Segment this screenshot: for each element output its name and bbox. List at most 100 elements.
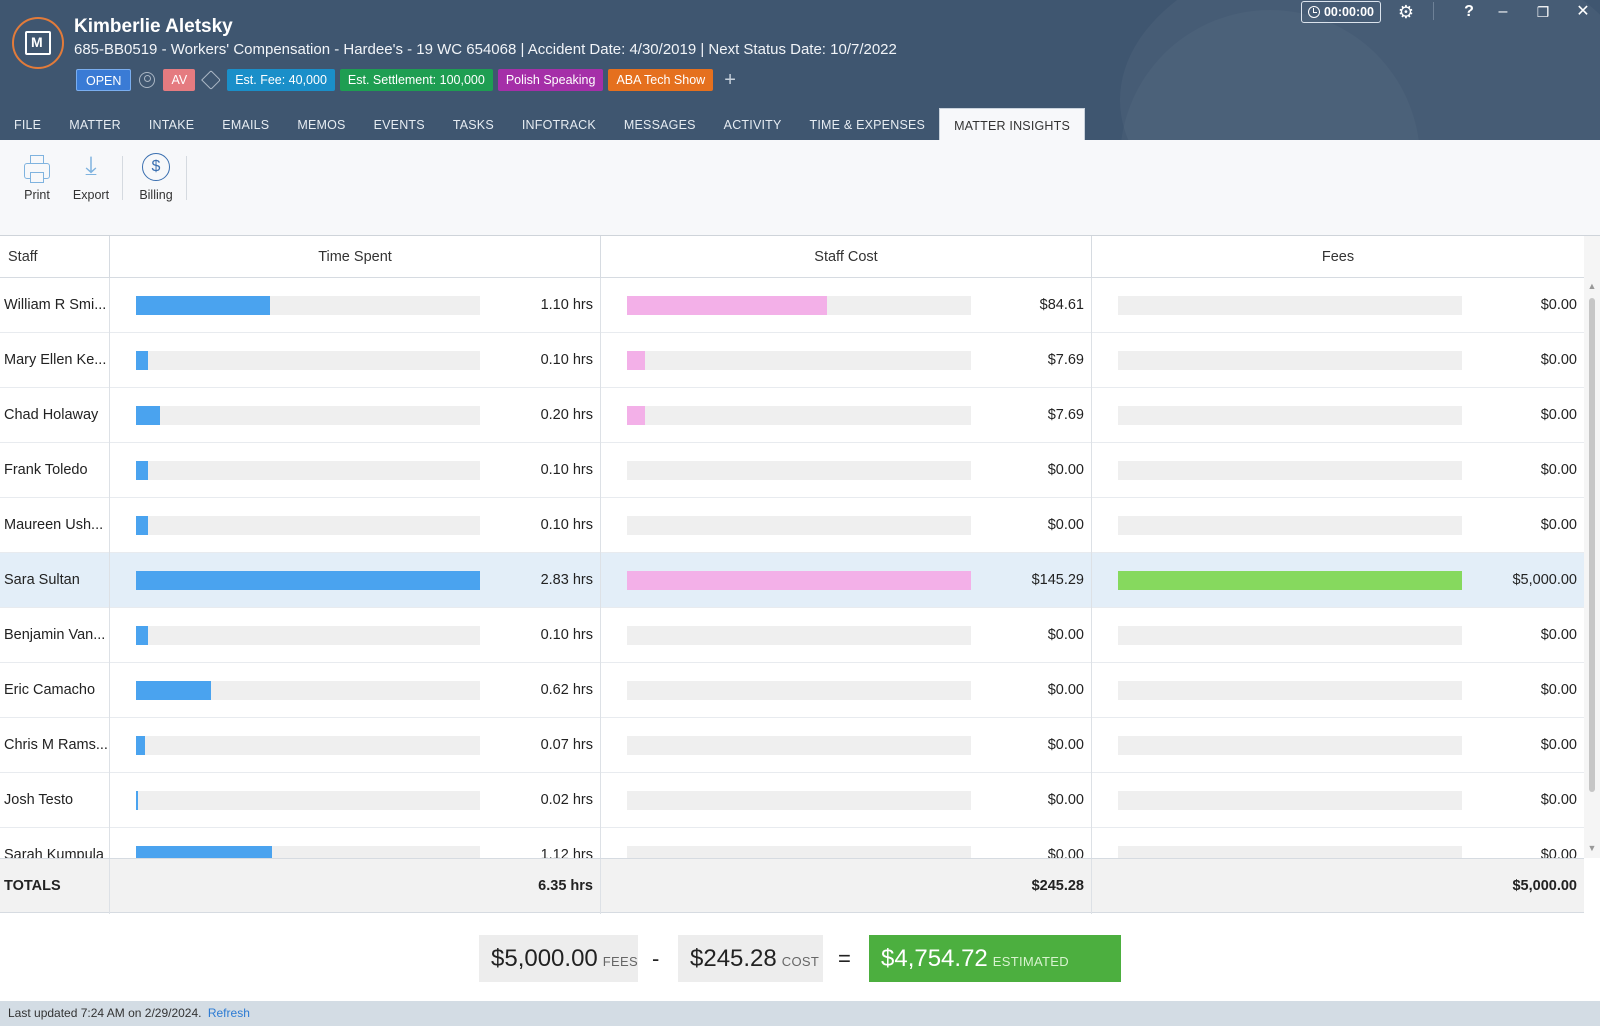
table-row[interactable]: Josh Testo 0.02 hrs $0.00 $0.00: [0, 773, 1584, 828]
time-bar-track: [136, 571, 480, 590]
table-row[interactable]: Eric Camacho 0.62 hrs $0.00 $0.00: [0, 663, 1584, 718]
time-cell: 1.12 hrs: [110, 828, 601, 858]
table-row[interactable]: Sarah Kumpula 1.12 hrs $0.00 $0.00: [0, 828, 1584, 858]
time-value: 0.10 hrs: [540, 517, 593, 533]
print-button[interactable]: Print: [20, 152, 54, 202]
staff-name: Josh Testo: [0, 773, 110, 828]
column-header-staff-cost[interactable]: Staff Cost: [601, 236, 1092, 278]
fees-bar-track: [1118, 736, 1462, 755]
refresh-link[interactable]: Refresh: [207, 1006, 250, 1020]
fees-value: $5,000.00: [1512, 572, 1577, 588]
cost-value: $7.69: [1047, 352, 1084, 368]
cost-bar-track: [627, 626, 971, 645]
table-row[interactable]: Chad Holaway 0.20 hrs $7.69 $0.00: [0, 388, 1584, 443]
scrollbar-thumb[interactable]: [1589, 298, 1595, 792]
time-bar-track: [136, 681, 480, 700]
fees-summary-value: $5,000.00: [491, 945, 598, 972]
cost-cell: $0.00: [601, 663, 1092, 718]
staff-name: Mary Ellen Ke...: [0, 333, 110, 388]
minus-operator: -: [652, 946, 660, 971]
cost-cell: $84.61: [601, 278, 1092, 333]
fees-cell: $0.00: [1092, 443, 1584, 498]
cost-summary-value: $245.28: [690, 945, 777, 972]
tag-icon[interactable]: [200, 69, 222, 91]
scroll-up-icon[interactable]: ▲: [1587, 281, 1597, 291]
fees-bar-track: [1118, 516, 1462, 535]
tab-events[interactable]: EVENTS: [373, 118, 425, 132]
tab-matter[interactable]: MATTER: [69, 118, 121, 132]
tab-intake[interactable]: INTAKE: [148, 118, 195, 132]
time-bar-track: [136, 406, 480, 425]
tab-activity[interactable]: ACTIVITY: [723, 118, 782, 132]
time-cell: 1.10 hrs: [110, 278, 601, 333]
time-cell: 2.83 hrs: [110, 553, 601, 608]
tag-est-fee[interactable]: Est. Fee: 40,000: [227, 69, 335, 91]
fees-cell: $0.00: [1092, 828, 1584, 858]
cost-cell: $0.00: [601, 718, 1092, 773]
column-header-staff[interactable]: Staff: [0, 236, 110, 278]
time-bar: [136, 846, 273, 858]
header-decoration: [1120, 0, 1600, 140]
fees-bar-track: [1118, 681, 1462, 700]
add-tag-icon[interactable]: +: [724, 69, 736, 91]
tab-tasks[interactable]: TASKS: [452, 118, 494, 132]
billing-button[interactable]: $ Billing: [136, 152, 176, 202]
help-icon[interactable]: ?: [1464, 3, 1474, 20]
tab-matter-insights[interactable]: MATTER INSIGHTS: [939, 108, 1086, 140]
time-cell: 0.10 hrs: [110, 608, 601, 663]
minimize-icon[interactable]: –: [1498, 3, 1508, 20]
tab-time-expenses[interactable]: TIME & EXPENSES: [809, 118, 926, 132]
clock-icon: [1307, 6, 1320, 18]
restore-icon[interactable]: ❐: [1536, 4, 1550, 20]
time-bar-track: [136, 351, 480, 370]
tab-infotrack[interactable]: INFOTRACK: [521, 118, 596, 132]
time-bar: [136, 681, 212, 700]
table-row[interactable]: Mary Ellen Ke... 0.10 hrs $7.69 $0.00: [0, 333, 1584, 388]
column-header-time-spent[interactable]: Time Spent: [110, 236, 601, 278]
cost-summary-label: COST: [781, 954, 820, 969]
person-icon[interactable]: [136, 69, 158, 91]
table-row[interactable]: Frank Toledo 0.10 hrs $0.00 $0.00: [0, 443, 1584, 498]
time-bar-track: [136, 461, 480, 480]
tab-emails[interactable]: EMAILS: [222, 118, 270, 132]
export-label: Export: [72, 188, 110, 202]
app-logo-icon[interactable]: [12, 17, 64, 69]
tab-messages[interactable]: MESSAGES: [623, 118, 696, 132]
time-value: 0.20 hrs: [540, 407, 593, 423]
staff-name: Benjamin Van...: [0, 608, 110, 663]
scroll-down-icon[interactable]: ▼: [1587, 843, 1597, 853]
table-row[interactable]: Benjamin Van... 0.10 hrs $0.00 $0.00: [0, 608, 1584, 663]
table-row[interactable]: Maureen Ush... 0.10 hrs $0.00 $0.00: [0, 498, 1584, 553]
gear-icon[interactable]: ⚙: [1397, 2, 1415, 22]
initials-badge[interactable]: AV: [163, 69, 196, 91]
cost-bar-track: [627, 351, 971, 370]
export-button[interactable]: Export: [70, 151, 112, 202]
cost-cell: $0.00: [601, 608, 1092, 663]
fees-value: $0.00: [1540, 847, 1577, 858]
fees-cell: $0.00: [1092, 663, 1584, 718]
cost-value: $84.61: [1039, 297, 1084, 313]
tag-aba-tech-show[interactable]: ABA Tech Show: [608, 69, 714, 91]
table-scrollbar[interactable]: ▲ ▼: [1584, 236, 1600, 858]
table-row[interactable]: William R Smi... 1.10 hrs $84.61 $0.00: [0, 278, 1584, 333]
time-cell: 0.07 hrs: [110, 718, 601, 773]
time-bar: [136, 516, 149, 535]
tag-polish-speaking[interactable]: Polish Speaking: [497, 69, 604, 91]
close-icon[interactable]: ✕: [1576, 3, 1590, 20]
table-row[interactable]: Chris M Rams... 0.07 hrs $0.00 $0.00: [0, 718, 1584, 773]
tab-memos[interactable]: MEMOS: [297, 118, 346, 132]
fees-bar: [1118, 571, 1462, 590]
fees-bar-track: [1118, 791, 1462, 810]
fees-value: $0.00: [1540, 407, 1577, 423]
tag-est-settlement[interactable]: Est. Settlement: 100,000: [339, 69, 493, 91]
column-header-fees[interactable]: Fees: [1321, 249, 1355, 265]
equals-operator: =: [838, 946, 851, 971]
fees-cell: $0.00: [1092, 333, 1584, 388]
timer-button[interactable]: 00:00:00: [1301, 1, 1381, 23]
status-badge[interactable]: OPEN: [76, 69, 132, 91]
time-bar: [136, 571, 480, 590]
tab-file[interactable]: FILE: [14, 118, 42, 132]
time-value: 2.83 hrs: [540, 572, 593, 588]
fees-bar-track: [1118, 461, 1462, 480]
table-row[interactable]: Sara Sultan 2.83 hrs $145.29 $5,000.00: [0, 553, 1584, 608]
